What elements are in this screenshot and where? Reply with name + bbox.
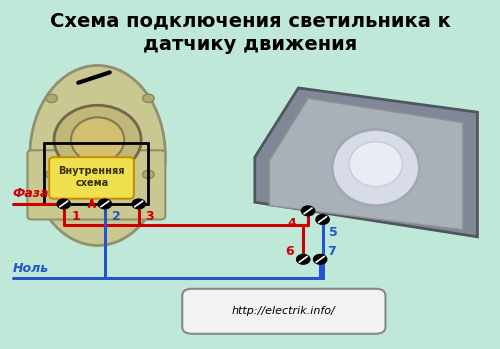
Text: 5: 5 — [330, 226, 338, 239]
Ellipse shape — [30, 66, 166, 245]
Text: http://electrik.info/: http://electrik.info/ — [232, 306, 336, 316]
Circle shape — [297, 255, 310, 264]
Polygon shape — [270, 98, 463, 230]
Text: Внутренняя
схема: Внутренняя схема — [58, 166, 125, 188]
Text: Ноль: Ноль — [13, 262, 49, 275]
Circle shape — [302, 206, 314, 215]
Text: 6: 6 — [285, 245, 294, 258]
Circle shape — [46, 170, 58, 179]
Ellipse shape — [332, 129, 420, 206]
Text: 2: 2 — [112, 210, 120, 223]
Circle shape — [46, 94, 58, 103]
Ellipse shape — [71, 117, 124, 162]
Text: 3: 3 — [146, 210, 154, 223]
Text: 7: 7 — [327, 245, 336, 258]
Circle shape — [58, 199, 70, 208]
Ellipse shape — [349, 142, 403, 187]
Ellipse shape — [54, 105, 141, 174]
Circle shape — [98, 199, 111, 208]
FancyBboxPatch shape — [28, 150, 166, 220]
Polygon shape — [255, 88, 478, 237]
Text: 4: 4 — [287, 217, 296, 230]
Text: 1: 1 — [72, 210, 80, 223]
Circle shape — [314, 255, 326, 264]
Circle shape — [132, 199, 145, 208]
Text: Схема подключения светильника к
датчику движения: Схема подключения светильника к датчику … — [50, 12, 450, 54]
Circle shape — [142, 94, 154, 103]
FancyBboxPatch shape — [182, 289, 386, 334]
FancyBboxPatch shape — [49, 157, 134, 199]
Circle shape — [142, 170, 154, 179]
Text: Фаза: Фаза — [13, 187, 50, 200]
Bar — [44, 143, 148, 204]
Circle shape — [316, 215, 329, 224]
